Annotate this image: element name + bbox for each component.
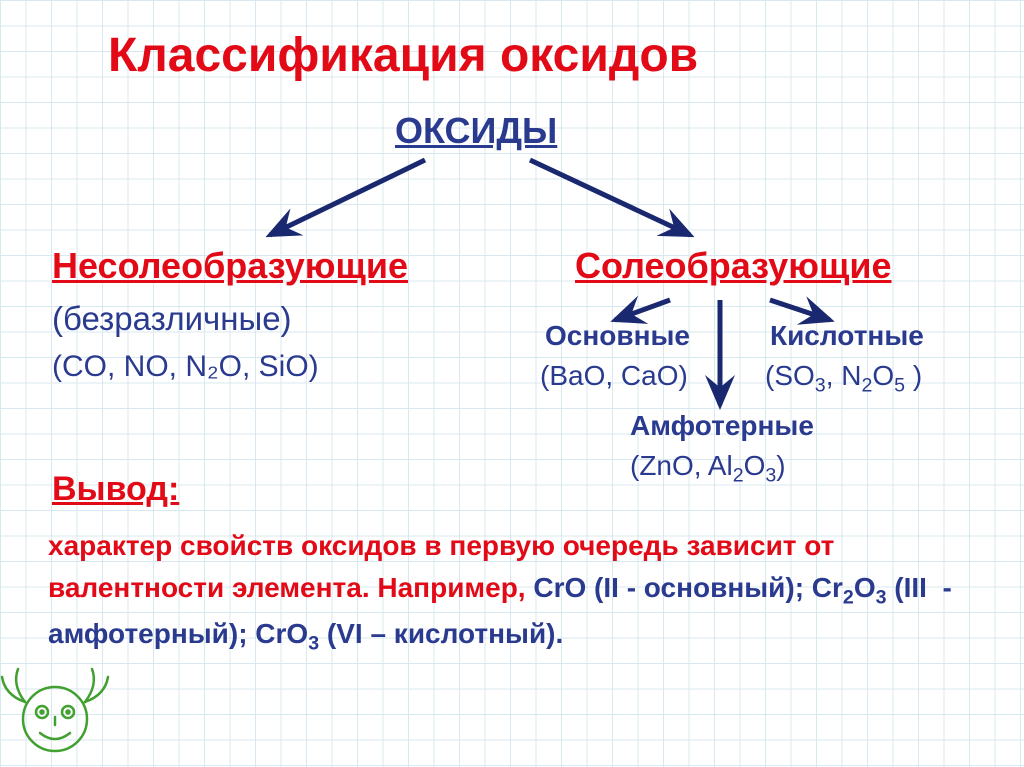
branch-non-salt: Несолеобразующие	[52, 245, 408, 287]
sub-acidic-examples: (SO3, N2O5 )	[765, 360, 922, 398]
sub-ampho-label: Амфотерные	[630, 410, 814, 442]
conclusion-heading: Вывод:	[52, 470, 179, 509]
root-node: ОКСИДЫ	[395, 110, 557, 152]
sub-basic-label: Основные	[545, 320, 690, 352]
conclusion-text: характер свойств оксидов в первую очеред…	[48, 525, 978, 659]
page-title: Классификация оксидов	[108, 28, 698, 83]
sub-acidic-label: Кислотные	[770, 320, 924, 352]
sub-basic-examples: (BaO, CaO)	[540, 360, 688, 392]
sub-ampho-examples: (ZnO, Al2O3)	[630, 450, 786, 488]
doodle-icon	[0, 647, 120, 767]
branch-salt: Солеобразующие	[575, 245, 891, 287]
branch-non-salt-sublabel: (безразличные)	[52, 300, 292, 338]
branch-non-salt-examples: (CO, NO, N₂O, SiO)	[52, 350, 319, 384]
